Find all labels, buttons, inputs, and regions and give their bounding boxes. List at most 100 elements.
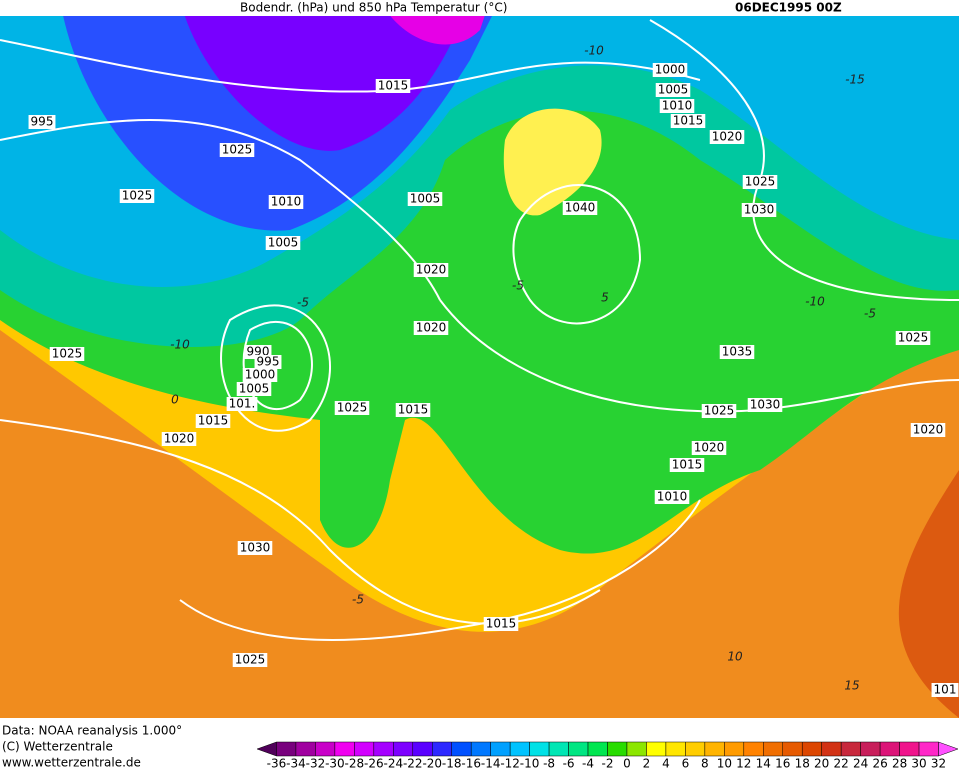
isobar-label-box: [691, 441, 727, 455]
colorbar-swatch: [918, 741, 939, 757]
isobar-label: 1015: [673, 114, 704, 128]
isobar-label: 1010: [271, 195, 302, 209]
temperature-label: -5: [297, 296, 309, 310]
temperature-label: 5: [601, 291, 609, 305]
colorbar-tick-label: 6: [682, 757, 690, 771]
colorbar-swatch: [860, 741, 881, 757]
temperature-label: 0: [171, 393, 179, 407]
temperature-label: -5: [864, 307, 876, 321]
isobar-label-box: [659, 99, 695, 113]
colorbar-swatch: [509, 741, 530, 757]
isobar-label: 1025: [337, 401, 368, 415]
colorbar-tick-label: -6: [563, 757, 575, 771]
isobar-label-box: [334, 401, 370, 415]
colorbar-swatch: [568, 741, 589, 757]
colorbar-swatch: [743, 741, 764, 757]
field-purple: [390, 16, 485, 45]
colorbar-swatch: [470, 741, 491, 757]
colorbar-tick-label: -26: [364, 757, 384, 771]
colorbar-tick-label: 18: [795, 757, 810, 771]
isobar-label: 1025: [898, 331, 929, 345]
isobar-label-box: [28, 115, 56, 129]
temperature-label: -15: [845, 73, 865, 87]
isobar-label: 1020: [694, 441, 725, 455]
colorbar-swatch: [451, 741, 472, 757]
isobar-label-box: [395, 403, 431, 417]
isobar-label: 1025: [122, 189, 153, 203]
colorbar-tick-label: 8: [701, 757, 709, 771]
isobar-label: 1005: [658, 83, 689, 97]
isobar-label: 1030: [744, 203, 775, 217]
isobar-label-box: [236, 382, 272, 396]
isobar-label: 1025: [52, 347, 83, 361]
colorbar-swatch: [607, 741, 628, 757]
isobar-label: 995: [257, 355, 280, 369]
field-violet: [184, 16, 464, 151]
colorbar-tick-label: -14: [481, 757, 501, 771]
footer-text: www.wetterzentrale.de: [2, 756, 141, 770]
colorbar-swatch: [685, 741, 706, 757]
isobar-label: 101: [934, 683, 957, 697]
map-date: 06DEC1995 00Z: [735, 1, 842, 15]
isobar-label-box: [652, 63, 688, 77]
colorbar-tick-label: -10: [520, 757, 540, 771]
field-hot: [898, 470, 959, 718]
colorbar-tick-label: -16: [461, 757, 481, 771]
colorbar-swatch: [840, 741, 861, 757]
colorbar-swatch: [821, 741, 842, 757]
colorbar-tick-label: 10: [717, 757, 732, 771]
isobar-label: 1000: [655, 63, 686, 77]
isobar: [220, 304, 331, 432]
colorbar-swatch: [529, 741, 550, 757]
colorbar-tick-label: -4: [582, 757, 594, 771]
isobar-label: 1020: [913, 423, 944, 437]
colorbar-tick-label: -12: [500, 757, 520, 771]
colorbar-tick-label: 30: [911, 757, 926, 771]
isobar-label: 1025: [235, 653, 266, 667]
isobar-label-box: [931, 683, 959, 697]
colorbar-swatch: [276, 741, 297, 757]
colorbar-swatch: [256, 741, 277, 757]
isobar-label-box: [895, 331, 931, 345]
colorbar-swatch: [373, 741, 394, 757]
colorbar-swatch: [548, 741, 569, 757]
colorbar-swatch: [626, 741, 647, 757]
isobar-label-box: [562, 201, 598, 215]
isobar-label-box: [669, 458, 705, 472]
colorbar-swatch: [315, 741, 336, 757]
isobar: [0, 119, 441, 301]
colorbar-swatch: [646, 741, 667, 757]
colorbar-swatch: [665, 741, 686, 757]
colorbar-swatch: [899, 741, 920, 757]
isobar-label: 1030: [750, 398, 781, 412]
isobar-label-box: [719, 345, 755, 359]
isobar-label-box: [219, 143, 255, 157]
colorbar-tick-label: 0: [623, 757, 631, 771]
colorbar-tick-label: 12: [736, 757, 751, 771]
colorbar-tick-label: -18: [442, 757, 462, 771]
isobar-label: 1020: [712, 130, 743, 144]
colorbar-tick-label: -30: [325, 757, 345, 771]
isobar-label-box: [741, 203, 777, 217]
isobar-label: 1010: [657, 490, 688, 504]
colorbar-swatch: [354, 741, 375, 757]
isobar-label: 1005: [268, 236, 299, 250]
isobar-label-box: [709, 130, 745, 144]
colorbar-swatch: [412, 741, 433, 757]
isobar-label: 1015: [198, 414, 229, 428]
colorbar-tick-label: -36: [267, 757, 287, 771]
colorbar-tick-label: -20: [422, 757, 442, 771]
colorbar-swatch: [334, 741, 355, 757]
isobar-label: 1025: [222, 143, 253, 157]
isobar-label: 1000: [245, 368, 276, 382]
map-title: Bodendr. (hPa) und 850 hPa Temperatur (°…: [240, 1, 507, 15]
colorbar-tick-label: 20: [814, 757, 829, 771]
colorbar-tick-label: 28: [892, 757, 907, 771]
isobar-label: 1005: [239, 382, 270, 396]
colorbar-swatch: [295, 741, 316, 757]
footer-text: (C) Wetterzentrale: [2, 740, 113, 754]
colorbar-swatch: [393, 741, 414, 757]
colorbar-swatch: [801, 741, 822, 757]
isobar-label: 101.: [229, 397, 256, 411]
